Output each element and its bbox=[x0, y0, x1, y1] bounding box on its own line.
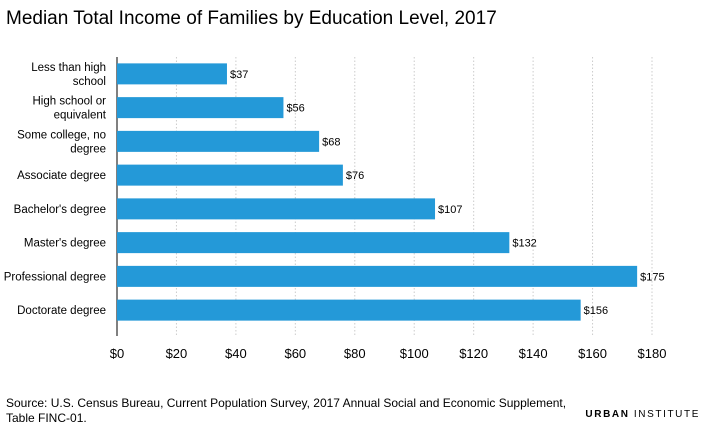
x-tick-label: $60 bbox=[284, 346, 306, 361]
bar bbox=[117, 63, 227, 85]
value-labels: $37 $56 $68 $76 $107 $132 $175 $156 bbox=[230, 69, 665, 317]
category-label: Some college, no degree bbox=[17, 129, 106, 155]
category-label: High school or equivalent bbox=[32, 96, 106, 122]
data-label: $175 bbox=[640, 271, 664, 283]
x-tick-label: $40 bbox=[225, 346, 247, 361]
data-label: $132 bbox=[512, 238, 536, 250]
bar bbox=[117, 198, 436, 220]
x-axis-ticks: $0 $20 $40 $60 $80 $100 $120 $140 $160 $180 bbox=[110, 346, 667, 361]
category-label: Doctorate degree bbox=[17, 305, 106, 317]
x-tick-label: $160 bbox=[578, 346, 607, 361]
bar bbox=[117, 299, 581, 321]
category-label: Professional degree bbox=[4, 271, 106, 283]
data-label: $56 bbox=[286, 103, 304, 115]
bar bbox=[117, 265, 638, 287]
category-label: Bachelor's degree bbox=[14, 204, 106, 216]
x-tick-label: $0 bbox=[110, 346, 124, 361]
data-label: $68 bbox=[322, 136, 340, 148]
category-labels: Less than high school High school or equiva… bbox=[4, 62, 107, 317]
x-tick-label: $140 bbox=[519, 346, 548, 361]
category-label: Associate degree bbox=[17, 170, 106, 182]
category-label: Master's degree bbox=[24, 238, 106, 250]
bar-chart: Less than high school High school or equiva… bbox=[4, 57, 667, 361]
x-tick-label: $20 bbox=[166, 346, 188, 361]
x-tick-label: $120 bbox=[459, 346, 488, 361]
bars bbox=[117, 63, 638, 321]
bar bbox=[117, 164, 343, 186]
bar bbox=[117, 97, 284, 119]
source-note: Source: U.S. Census Bureau, Current Popu… bbox=[6, 396, 567, 425]
brand-bold: URBAN bbox=[585, 409, 630, 420]
data-label: $37 bbox=[230, 69, 248, 81]
bar bbox=[117, 232, 510, 254]
bar bbox=[117, 130, 320, 152]
data-label: $107 bbox=[438, 204, 462, 216]
brand-logo: URBAN INSTITUTE bbox=[585, 409, 700, 420]
chart-title: Median Total Income of Families by Educa… bbox=[6, 8, 497, 29]
data-label: $76 bbox=[346, 170, 364, 182]
x-tick-label: $180 bbox=[638, 346, 667, 361]
x-tick-label: $80 bbox=[344, 346, 366, 361]
brand-light: INSTITUTE bbox=[633, 409, 700, 420]
data-label: $156 bbox=[584, 305, 608, 317]
x-tick-label: $100 bbox=[400, 346, 429, 361]
category-label: Less than high school bbox=[31, 62, 106, 88]
